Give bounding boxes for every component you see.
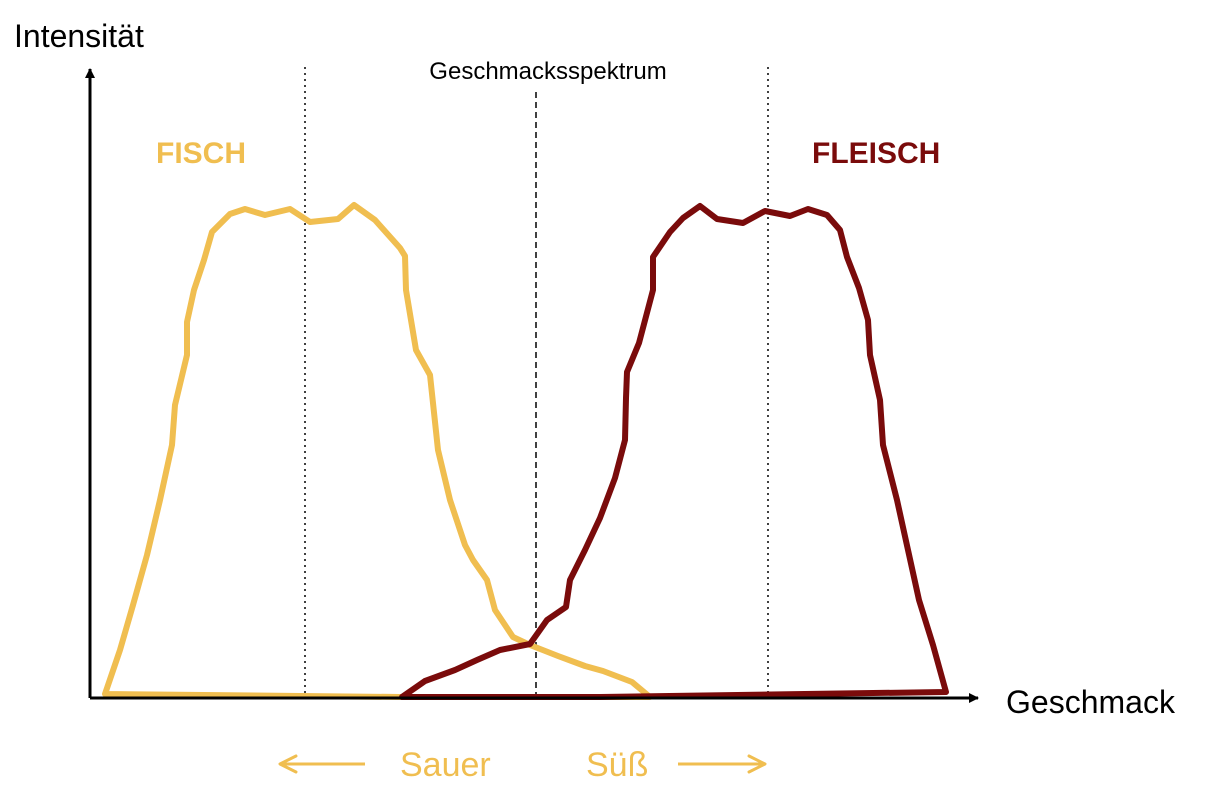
y-axis-label: Intensität	[14, 18, 144, 54]
fisch-label: FISCH	[156, 137, 246, 170]
suess-arrow	[678, 754, 767, 774]
x-axis-label: Geschmack	[1006, 684, 1176, 720]
fisch-curve	[102, 202, 653, 700]
sauer-label: Sauer	[400, 746, 491, 784]
spectrum-label: Geschmacksspektrum	[429, 58, 666, 85]
suess-label: Süß	[586, 746, 648, 784]
sauer-arrow	[278, 754, 365, 774]
fleisch-label: FLEISCH	[812, 137, 940, 170]
fleisch-curve	[399, 203, 949, 700]
